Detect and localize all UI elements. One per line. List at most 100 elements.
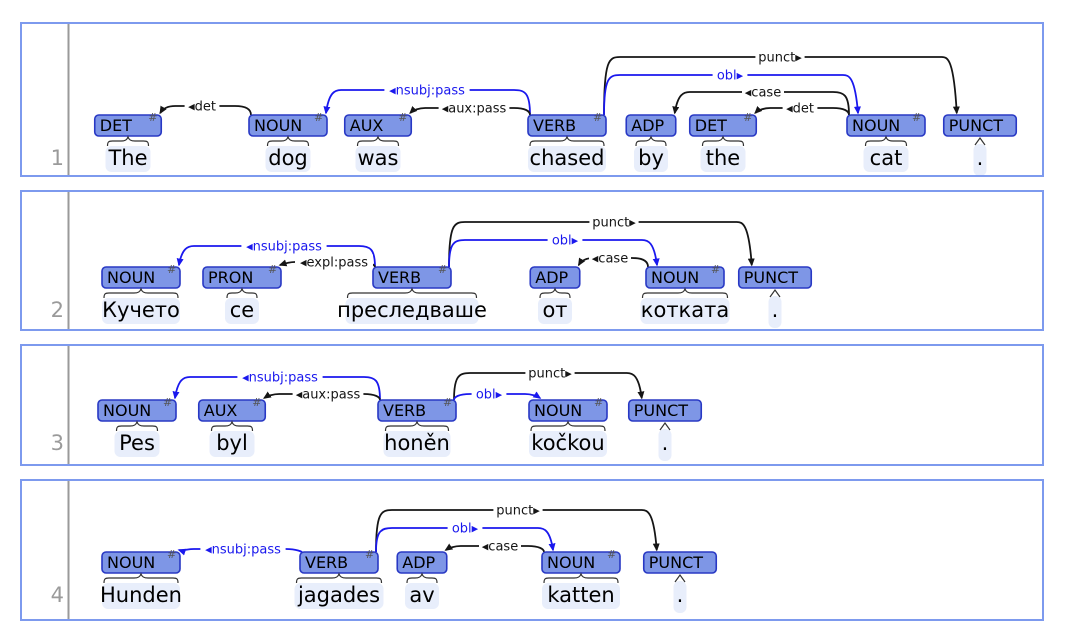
pos-tag-label: NOUN bbox=[103, 401, 151, 420]
arc-label-punct[interactable]: punct▸ bbox=[592, 216, 636, 231]
arc-label-aux:pass[interactable]: ◂aux:pass bbox=[442, 102, 507, 117]
arc-label-punct[interactable]: punct▸ bbox=[528, 367, 572, 382]
word-highlight bbox=[542, 583, 620, 609]
hash-link[interactable]: # bbox=[607, 548, 616, 561]
arc-label-nsubj:pass[interactable]: ◂nsubj:pass bbox=[242, 371, 318, 386]
word-text[interactable]: katten bbox=[547, 583, 614, 607]
word-highlight bbox=[768, 296, 782, 328]
hash-link[interactable]: # bbox=[743, 111, 752, 124]
token-brace bbox=[769, 288, 781, 298]
hash-link[interactable]: # bbox=[167, 548, 176, 561]
arc-label-punct[interactable]: punct▸ bbox=[496, 504, 540, 519]
word-text[interactable]: The bbox=[107, 146, 147, 170]
pos-tag-label: VERB bbox=[378, 268, 421, 287]
word-text[interactable]: котката bbox=[641, 298, 729, 322]
word-highlight bbox=[863, 146, 909, 172]
arc-label-obl[interactable]: obl▸ bbox=[717, 69, 744, 84]
word-highlight bbox=[973, 144, 987, 175]
pos-tag-label: NOUN bbox=[107, 553, 155, 572]
pos-tag-label: ADP bbox=[535, 268, 568, 287]
word-text[interactable]: chased bbox=[530, 146, 605, 170]
arc-label-nsubj:pass[interactable]: ◂nsubj:pass bbox=[389, 84, 465, 99]
pos-tag-box[interactable] bbox=[627, 399, 703, 422]
hash-link[interactable]: # bbox=[148, 111, 157, 124]
word-text[interactable]: се bbox=[230, 298, 254, 322]
word-text[interactable]: Pes bbox=[119, 431, 155, 455]
word-text[interactable]: преследваше bbox=[337, 298, 487, 322]
hash-link[interactable]: # bbox=[365, 548, 374, 561]
hash-link[interactable]: # bbox=[711, 263, 720, 276]
sentence-number: 2 bbox=[51, 298, 64, 322]
word-text[interactable]: Кучето bbox=[102, 298, 180, 322]
pos-tag-box[interactable] bbox=[642, 551, 718, 574]
dependency-tree-canvas: 4 ◂nsubj:pass punct▸ obl▸◂case NOUN # Hunden VE… bbox=[51, 481, 718, 619]
word-text[interactable]: cat bbox=[870, 146, 903, 170]
hash-link[interactable]: # bbox=[167, 263, 176, 276]
hash-link[interactable]: # bbox=[593, 111, 602, 124]
arc-label-obl[interactable]: obl▸ bbox=[452, 522, 479, 537]
token-brace bbox=[356, 135, 400, 147]
word-text[interactable]: . bbox=[977, 146, 984, 170]
dependency-tree-canvas: 2 ◂nsubj:pass◂expl:pass punct▸ obl▸ ◂case NOU… bbox=[51, 192, 813, 329]
sentence-number: 4 bbox=[51, 583, 64, 607]
word-text[interactable]: byl bbox=[216, 431, 248, 455]
token-brace bbox=[226, 287, 258, 299]
arc-label-case[interactable]: ◂case bbox=[482, 540, 518, 555]
arc-label-det[interactable]: ◂det bbox=[188, 100, 216, 115]
hash-link[interactable]: # bbox=[314, 111, 323, 124]
pos-tag-label: AUX bbox=[350, 116, 384, 135]
hash-link[interactable]: # bbox=[252, 396, 261, 409]
arc-label-backing bbox=[471, 386, 507, 402]
arc-label-backing bbox=[525, 365, 575, 381]
arc-label-nsubj:pass[interactable]: ◂nsubj:pass bbox=[246, 240, 322, 255]
word-text[interactable]: . bbox=[677, 583, 684, 607]
word-text[interactable]: . bbox=[772, 298, 779, 322]
word-text[interactable]: was bbox=[358, 146, 399, 170]
token-brace bbox=[529, 135, 605, 147]
arc-label-backing bbox=[241, 238, 327, 254]
hash-link[interactable]: # bbox=[398, 111, 407, 124]
word-text[interactable]: Hunden bbox=[100, 583, 182, 607]
arc-label-obl[interactable]: obl▸ bbox=[476, 388, 503, 403]
word-text[interactable]: by bbox=[638, 146, 664, 170]
arc-label-nsubj:pass[interactable]: ◂nsubj:pass bbox=[205, 543, 281, 558]
word-text[interactable]: . bbox=[662, 431, 669, 455]
token-brace bbox=[103, 287, 179, 299]
word-highlight bbox=[345, 298, 479, 324]
sentence-row-2: 2 ◂nsubj:pass ◂expl:pass punct▸ obl▸ ◂case NOU… bbox=[20, 190, 1044, 331]
word-text[interactable]: av bbox=[409, 583, 434, 607]
word-highlight bbox=[700, 146, 746, 172]
arc-label-punct[interactable]: punct▸ bbox=[758, 51, 802, 66]
sentence-row-4: 4 ◂nsubj:pass punct▸ obl▸ ◂case NOUN # Hunden VE… bbox=[20, 479, 1044, 621]
arc-label-expl:pass[interactable]: ◂expl:pass bbox=[300, 256, 368, 271]
arc-label-aux:pass[interactable]: ◂aux:pass bbox=[296, 388, 361, 403]
word-text[interactable]: the bbox=[706, 146, 740, 170]
hash-link[interactable]: # bbox=[912, 111, 921, 124]
word-highlight bbox=[405, 583, 439, 609]
pos-tag-box[interactable] bbox=[942, 114, 1018, 137]
word-text[interactable]: от bbox=[542, 298, 567, 322]
pos-tag-label: PUNCT bbox=[949, 116, 1004, 135]
arc-label-obl[interactable]: obl▸ bbox=[552, 234, 579, 249]
hash-link[interactable]: # bbox=[443, 396, 452, 409]
hash-link[interactable]: # bbox=[594, 396, 603, 409]
token-brace bbox=[530, 420, 606, 432]
pos-tag-label: NOUN bbox=[534, 401, 582, 420]
arc-label-backing bbox=[438, 100, 510, 116]
hash-link[interactable]: # bbox=[268, 263, 277, 276]
hash-link[interactable]: # bbox=[163, 396, 172, 409]
arc-label-det[interactable]: ◂det bbox=[786, 102, 814, 117]
arc-label-case[interactable]: ◂case bbox=[745, 86, 781, 101]
word-text[interactable]: dog bbox=[268, 146, 308, 170]
word-text[interactable]: honěn bbox=[384, 431, 450, 455]
sentence-number: 1 bbox=[51, 146, 64, 170]
word-text[interactable]: jagades bbox=[297, 583, 380, 607]
word-text[interactable]: kočkou bbox=[531, 431, 604, 455]
arc-label-case[interactable]: ◂case bbox=[592, 252, 628, 267]
pos-tag-label: NOUN bbox=[852, 116, 900, 135]
token-brace bbox=[106, 135, 150, 147]
pos-tag-box[interactable] bbox=[737, 266, 813, 289]
word-highlight bbox=[225, 298, 259, 324]
hash-link[interactable]: # bbox=[438, 263, 447, 276]
word-highlight bbox=[102, 583, 180, 609]
